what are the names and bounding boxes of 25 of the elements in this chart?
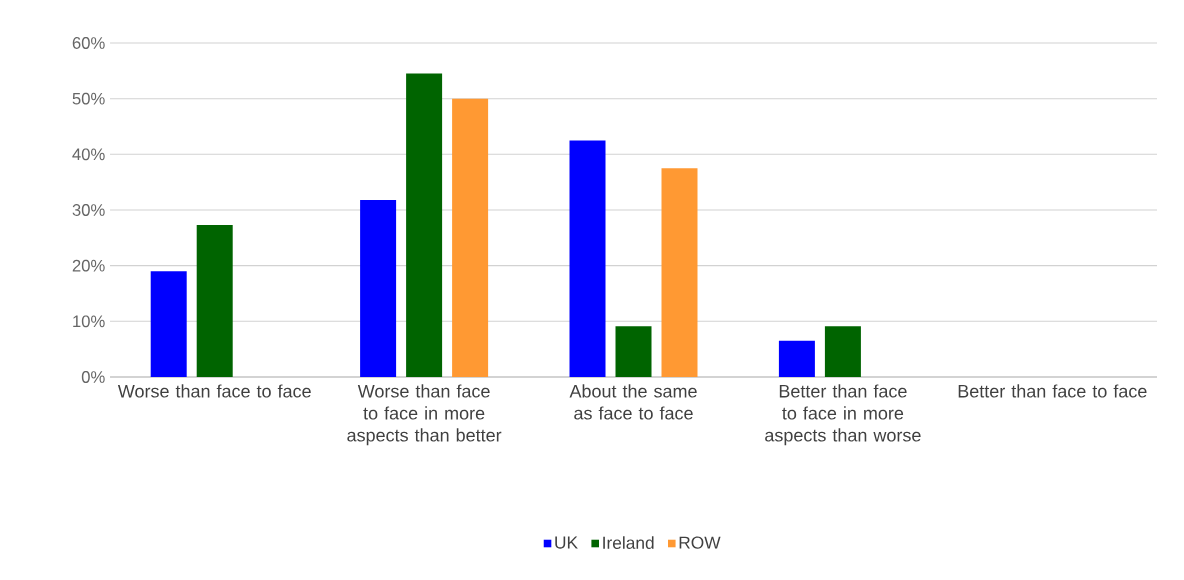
bar bbox=[778, 340, 815, 377]
y-tick-label: 20% bbox=[72, 259, 105, 272]
x-tick-label: Better than face to face in more aspects than worse bbox=[765, 384, 921, 446]
bar bbox=[452, 98, 489, 377]
y-tick-label: 50% bbox=[72, 92, 105, 105]
bar bbox=[360, 199, 397, 377]
legend-label: ROW bbox=[679, 536, 721, 549]
y-tick-label: 40% bbox=[72, 148, 105, 161]
y-tick-label: 30% bbox=[72, 204, 105, 216]
y-tick-label: 0% bbox=[81, 371, 105, 383]
bar bbox=[406, 73, 443, 377]
y-tick-label: 60% bbox=[72, 37, 105, 49]
bar bbox=[196, 225, 233, 377]
x-tick-label: Better than face to face bbox=[958, 384, 1147, 398]
legend-label: UK bbox=[555, 536, 578, 549]
bar bbox=[615, 326, 652, 377]
bar bbox=[824, 326, 861, 377]
bar bbox=[150, 271, 187, 377]
x-tick-label: Worse than face to face in more aspects than better bbox=[347, 384, 502, 446]
x-tick-label: Worse than face to face bbox=[117, 384, 311, 398]
x-tick-label: About the same as face to face bbox=[569, 384, 697, 420]
bar bbox=[569, 140, 606, 377]
bar bbox=[661, 168, 698, 377]
legend-label: Ireland bbox=[603, 536, 654, 549]
y-tick-label: 10% bbox=[73, 315, 105, 328]
